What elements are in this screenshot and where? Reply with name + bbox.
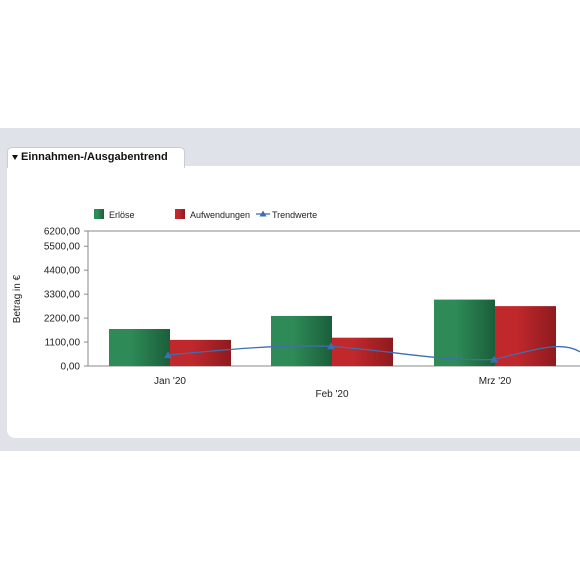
trend-marker [327, 342, 335, 350]
legend-erloese-swatch[interactable] [94, 209, 104, 219]
y-tick-label: 4400,00 [44, 266, 81, 277]
trend-marker [164, 351, 172, 359]
legend-trendwerte-marker[interactable] [259, 210, 267, 217]
legend-aufwendungen-label[interactable]: Aufwendungen [190, 210, 250, 220]
y-tick-label: 3300,00 [44, 290, 81, 301]
x-tick-label: Feb '20 [315, 389, 348, 400]
y-tick-label: 1100,00 [45, 338, 81, 349]
x-tick-label: Mrz '20 [479, 376, 512, 387]
legend-trendwerte-label[interactable]: Trendwerte [272, 210, 317, 220]
bar-erloese[interactable] [109, 328, 170, 366]
collapse-arrow-icon[interactable] [12, 155, 18, 160]
panel-title: Einnahmen-/Ausgabentrend [21, 151, 168, 163]
x-tick-label: Jan '20 [154, 376, 186, 387]
legend-aufwendungen-swatch[interactable] [175, 209, 185, 219]
bar-aufwendungen[interactable] [495, 306, 556, 366]
y-tick-label: 0,00 [61, 362, 81, 373]
bar-aufwendungen[interactable] [170, 339, 231, 366]
trend-line [167, 345, 580, 361]
bar-erloese[interactable] [271, 315, 332, 366]
trend-marker [490, 355, 498, 363]
y-tick-label: 5500,00 [44, 242, 81, 253]
y-tick-label: 6200,00 [44, 227, 81, 238]
bar-erloese[interactable] [434, 299, 495, 366]
panel-tab[interactable]: Einnahmen-/Ausgabentrend [7, 147, 185, 168]
y-tick-label: 2200,00 [44, 314, 81, 325]
legend-erloese-label[interactable]: Erlöse [109, 210, 135, 220]
y-axis-label: Betrag in € [12, 274, 23, 323]
